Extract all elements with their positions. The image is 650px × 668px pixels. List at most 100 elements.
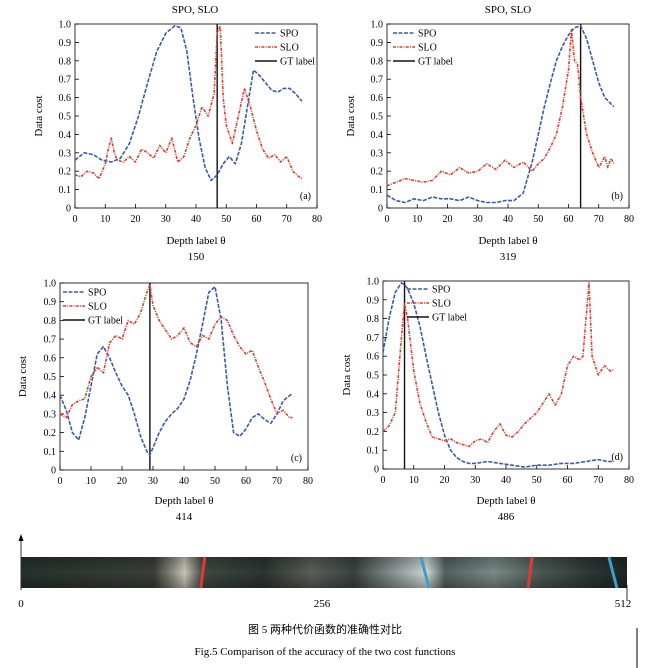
x-tick-label: 0 — [58, 476, 63, 487]
y-tick-label: 0.5 — [59, 112, 72, 123]
figure-caption-english: Fig.5 Comparison of the accuracy of the … — [195, 646, 456, 658]
panel-label: (a) — [300, 191, 311, 202]
y-tick-label: 0.7 — [59, 75, 72, 86]
x-tick-label: 60 — [252, 214, 262, 225]
y-axis-label: Data cost — [17, 356, 29, 397]
slo-series-line — [386, 28, 615, 187]
panel-caption: 486 — [498, 511, 515, 523]
y-tick-label: 0 — [374, 465, 379, 476]
y-tick-label: 0.7 — [367, 333, 380, 344]
y-tick-label: 0 — [66, 204, 71, 215]
x-tick-label: 50 — [533, 214, 543, 225]
x-tick-label: 10 — [86, 476, 96, 487]
plot-frame — [382, 280, 630, 470]
y-tick-label: 0.1 — [44, 447, 57, 458]
spo-series-line — [382, 282, 614, 468]
x-tick-label: 0 — [73, 214, 78, 225]
strip-red-marker — [526, 556, 534, 589]
x-tick-label: 10 — [409, 475, 419, 486]
x-axis-label: Depth label θ — [166, 235, 225, 247]
depth-strip: 0 256 512 — [18, 534, 631, 610]
legend-entry: GT label — [280, 57, 315, 68]
y-tick-label: 0.2 — [59, 167, 72, 178]
x-tick-label: 10 — [100, 214, 110, 225]
y-tick-label: 0 — [378, 204, 383, 215]
x-tick-label: 0 — [381, 475, 386, 486]
strip-red-marker — [199, 556, 207, 589]
x-tick-label: 40 — [191, 214, 201, 225]
x-tick-label: 70 — [593, 475, 603, 486]
legend-entry: SPO — [280, 29, 298, 40]
y-tick-label: 0.1 — [371, 185, 384, 196]
y-tick-label: 0.9 — [59, 38, 72, 49]
y-tick-label: 0.8 — [371, 56, 384, 67]
y-tick-label: 0.9 — [371, 38, 384, 49]
y-tick-label: 0.6 — [367, 352, 380, 363]
panel-label: (c) — [291, 453, 302, 464]
y-tick-label: 0.4 — [59, 130, 72, 141]
y-tick-label: 0.4 — [371, 130, 384, 141]
y-tick-label: 0 — [51, 466, 56, 477]
strip-blue-marker — [607, 556, 619, 589]
x-tick-label: 0 — [385, 214, 390, 225]
x-axis-label: Depth label θ — [478, 235, 537, 247]
x-tick-label: 40 — [179, 476, 189, 487]
y-tick-label: 0.3 — [59, 148, 72, 159]
x-tick-label: 10 — [412, 214, 422, 225]
y-tick-label: 1.0 — [59, 20, 72, 31]
legend-entry: GT label — [432, 313, 467, 324]
x-tick-label: 30 — [470, 475, 480, 486]
slo-series-line — [382, 282, 615, 448]
y-tick-label: 0.8 — [367, 314, 380, 325]
x-tick-label: 70 — [272, 476, 282, 487]
legend-entry: SPO — [432, 285, 450, 296]
x-tick-label: 40 — [503, 214, 513, 225]
y-tick-label: 0.7 — [371, 75, 384, 86]
chart-title: SPO, SLO — [485, 4, 532, 16]
legend-entry: SLO — [88, 302, 107, 313]
y-tick-label: 0.3 — [367, 408, 380, 419]
x-tick-label: 60 — [563, 475, 573, 486]
x-tick-label: 80 — [312, 214, 322, 225]
x-tick-label: 70 — [594, 214, 604, 225]
y-tick-label: 0.9 — [367, 295, 380, 306]
x-tick-label: 50 — [532, 475, 542, 486]
panel-caption: 319 — [500, 251, 517, 263]
y-axis-label: Data cost — [33, 95, 45, 136]
legend-entry: GT label — [88, 316, 123, 327]
y-tick-label: 0.5 — [44, 372, 57, 383]
x-tick-label: 70 — [282, 214, 292, 225]
chart-title: SPO, SLO — [172, 4, 219, 16]
x-tick-label: 60 — [564, 214, 574, 225]
chart-panel-d: 0 10 20 30 40 50 60 70 80 0 0.1 0.2 0.3 0.4 0.5 0.6 0.7 0… — [341, 277, 634, 524]
y-tick-label: 0.7 — [44, 335, 57, 346]
strip-shading — [21, 557, 627, 588]
x-tick-label: 40 — [501, 475, 511, 486]
strip-tick-256: 256 — [314, 598, 331, 610]
y-tick-label: 0.5 — [367, 371, 380, 382]
chart-panel-c: 0 10 20 30 40 50 60 70 80 0 0.1 0.2 0.3 0.4 0.5 0.6 0.7 0… — [17, 279, 313, 524]
strip-tick-512: 512 — [615, 598, 632, 610]
y-tick-label: 0.8 — [59, 56, 72, 67]
legend-entry: SPO — [88, 288, 106, 299]
chart-panel-a: 0 10 20 30 40 50 60 70 80 0 0.1 0.2 0.3 0.4 0.5 0.6 0.7 0… — [33, 4, 322, 263]
x-axis-label: Depth label θ — [476, 495, 535, 507]
panel-label: (b) — [611, 191, 623, 202]
y-axis-label: Data cost — [341, 354, 353, 395]
figure-caption-chinese: 图 5 两种代价函数的准确性对比 — [248, 622, 402, 636]
x-tick-label: 30 — [148, 476, 158, 487]
x-tick-label: 20 — [443, 214, 453, 225]
panel-label: (d) — [611, 452, 623, 463]
strip-axis-arrow — [18, 534, 24, 541]
x-tick-label: 80 — [303, 476, 313, 487]
spo-series-line — [74, 24, 303, 182]
y-tick-label: 1.0 — [367, 277, 380, 288]
x-axis-label: Depth label θ — [154, 495, 213, 507]
x-tick-label: 20 — [117, 476, 127, 487]
strip-markers — [199, 556, 619, 589]
x-tick-label: 30 — [161, 214, 171, 225]
panel-caption: 414 — [176, 511, 193, 523]
y-axis-label: Data cost — [345, 95, 357, 136]
y-tick-label: 0.1 — [59, 185, 72, 196]
